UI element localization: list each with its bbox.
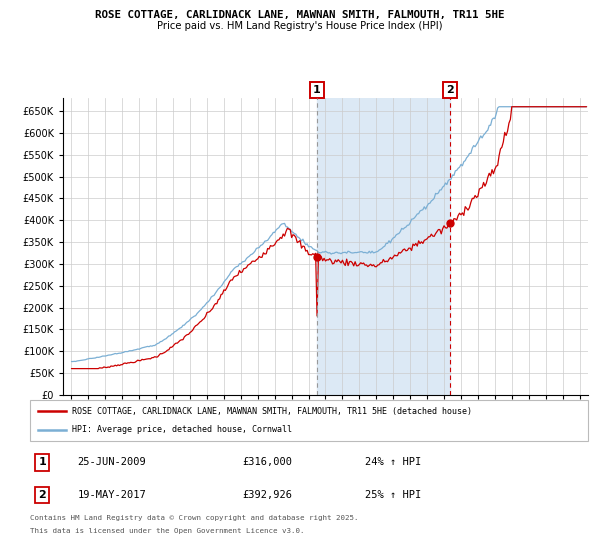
Text: £392,926: £392,926 xyxy=(242,489,292,500)
Text: 25% ↑ HPI: 25% ↑ HPI xyxy=(365,489,421,500)
Text: 1: 1 xyxy=(38,458,46,468)
Text: HPI: Average price, detached house, Cornwall: HPI: Average price, detached house, Corn… xyxy=(72,426,292,435)
Text: 25-JUN-2009: 25-JUN-2009 xyxy=(77,458,146,468)
Text: 2: 2 xyxy=(38,489,46,500)
Text: ROSE COTTAGE, CARLIDNACK LANE, MAWNAN SMITH, FALMOUTH, TR11 5HE: ROSE COTTAGE, CARLIDNACK LANE, MAWNAN SM… xyxy=(95,10,505,20)
Text: £316,000: £316,000 xyxy=(242,458,292,468)
Text: Price paid vs. HM Land Registry's House Price Index (HPI): Price paid vs. HM Land Registry's House … xyxy=(157,21,443,31)
Bar xyxy=(317,98,451,395)
FancyBboxPatch shape xyxy=(30,400,588,441)
Text: 19-MAY-2017: 19-MAY-2017 xyxy=(77,489,146,500)
Text: This data is licensed under the Open Government Licence v3.0.: This data is licensed under the Open Gov… xyxy=(30,528,305,534)
Text: Contains HM Land Registry data © Crown copyright and database right 2025.: Contains HM Land Registry data © Crown c… xyxy=(30,515,359,521)
Text: 1: 1 xyxy=(313,85,321,95)
Text: ROSE COTTAGE, CARLIDNACK LANE, MAWNAN SMITH, FALMOUTH, TR11 5HE (detached house): ROSE COTTAGE, CARLIDNACK LANE, MAWNAN SM… xyxy=(72,407,472,416)
Text: 2: 2 xyxy=(446,85,454,95)
Text: 24% ↑ HPI: 24% ↑ HPI xyxy=(365,458,421,468)
